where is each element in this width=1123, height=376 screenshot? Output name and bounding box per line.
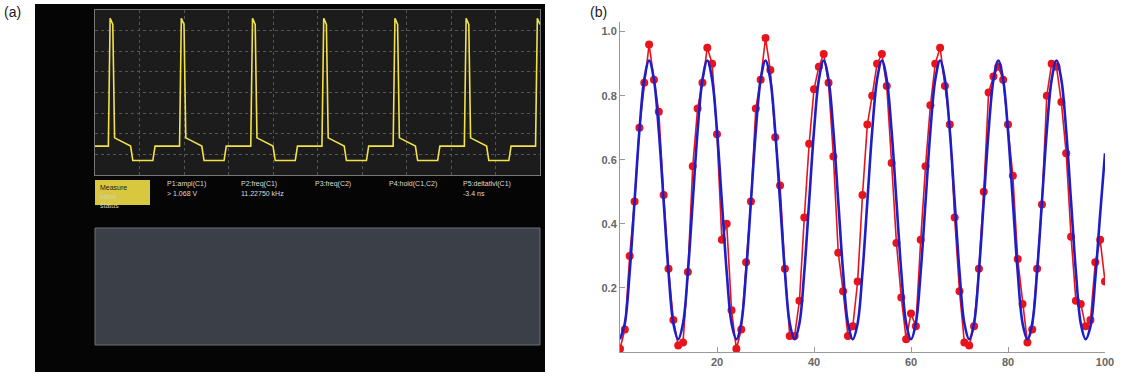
svg-text:-3.4 ns: -3.4 ns [463, 190, 485, 197]
svg-text:Measure: Measure [100, 184, 127, 191]
svg-text:P3:freq(C2): P3:freq(C2) [315, 180, 351, 188]
svg-text:0.4: 0.4 [602, 218, 618, 230]
svg-text:status: status [100, 202, 119, 209]
svg-text:60: 60 [905, 356, 917, 368]
svg-text:20: 20 [711, 356, 723, 368]
svg-text:80: 80 [1002, 356, 1014, 368]
svg-text:100: 100 [1096, 356, 1114, 368]
svg-text:P4:hold(C1,C2): P4:hold(C1,C2) [389, 180, 437, 188]
svg-text:40: 40 [808, 356, 820, 368]
svg-text:(b): (b) [590, 4, 607, 20]
svg-text:0.2: 0.2 [602, 282, 617, 294]
svg-text:0.8: 0.8 [602, 90, 617, 102]
svg-text:P1:ampl(C1): P1:ampl(C1) [167, 180, 206, 188]
svg-text:P5:deltatlvl(C1): P5:deltatlvl(C1) [463, 180, 511, 188]
svg-text:0.6: 0.6 [602, 154, 617, 166]
svg-text:value: value [100, 193, 117, 200]
svg-text:P2:freq(C1): P2:freq(C1) [241, 180, 277, 188]
svg-text:1.0: 1.0 [602, 25, 617, 37]
svg-text:(a): (a) [4, 4, 21, 20]
svg-text:11.22750 kHz: 11.22750 kHz [241, 190, 284, 197]
svg-text:> 1.068 V: > 1.068 V [167, 190, 197, 197]
